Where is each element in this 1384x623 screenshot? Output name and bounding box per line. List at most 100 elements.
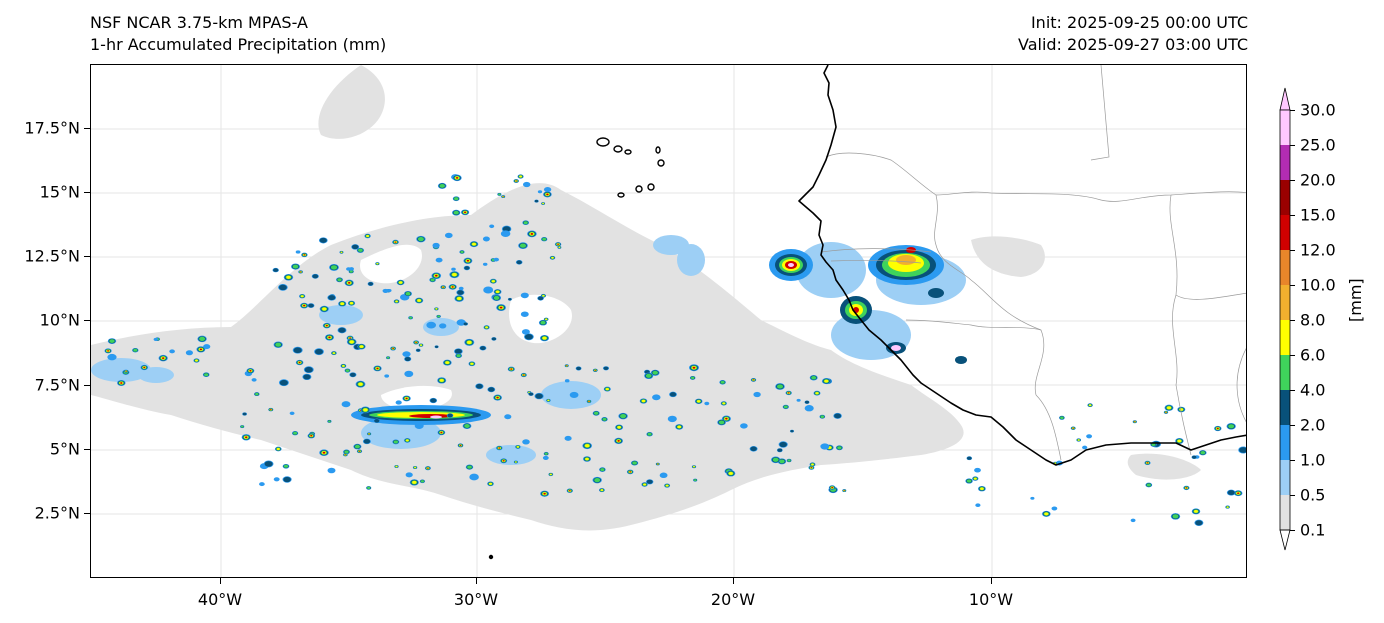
convective-cell — [652, 370, 658, 375]
lon-label-20w: 20°W — [710, 590, 756, 609]
precip-heavy-band — [351, 405, 491, 425]
convective-cell — [458, 286, 464, 291]
convective-cell — [498, 447, 501, 449]
convective-cell — [520, 311, 529, 317]
convective-cell — [564, 379, 570, 383]
convective-cell — [169, 349, 175, 354]
convective-cell — [273, 477, 280, 482]
convective-cell — [439, 183, 445, 188]
colorbar-segment — [1280, 285, 1290, 320]
convective-cell — [520, 292, 529, 299]
convective-cell — [498, 193, 501, 196]
convective-cell — [677, 425, 682, 429]
convective-cell — [790, 429, 794, 433]
colorbar-tick — [1290, 495, 1295, 496]
convective-cell — [593, 411, 599, 415]
convective-cell — [454, 197, 459, 201]
colorbar-tick — [1290, 460, 1295, 461]
convective-cell — [537, 190, 543, 194]
colorbar-segment — [1280, 425, 1290, 460]
colorbar-level-label: 30.0 — [1300, 100, 1336, 120]
convective-cell — [1228, 424, 1235, 429]
field-name: 1-hr Accumulated Precipitation (mm) — [90, 35, 387, 54]
convective-cell — [340, 302, 345, 306]
convective-cell — [576, 366, 582, 371]
convective-cell — [659, 472, 668, 479]
lat-label-2p5: 2.5°N — [34, 503, 80, 523]
convective-cell — [133, 348, 138, 352]
convective-cell — [543, 187, 552, 193]
convective-cell — [1200, 451, 1206, 455]
convective-cell — [1172, 514, 1179, 519]
convective-cell — [332, 352, 336, 354]
convective-cell — [354, 444, 360, 449]
title-left: NSF NCAR 3.75-km MPAS-A 1-hr Accumulated… — [90, 12, 386, 56]
convective-cell — [240, 425, 244, 428]
lon-tick-10w — [991, 578, 992, 584]
convective-cell — [973, 477, 977, 480]
init-time: Init: 2025-09-25 00:00 UTC — [1030, 13, 1248, 32]
convective-cell — [843, 490, 845, 491]
convective-cell — [395, 465, 398, 468]
convective-cell — [787, 459, 791, 462]
convective-cell — [483, 286, 494, 294]
colorbar-tick — [1290, 530, 1295, 531]
convective-cell — [439, 378, 444, 382]
convective-cell — [540, 320, 546, 325]
convective-cell — [426, 321, 437, 329]
convective-cell — [1227, 490, 1235, 496]
convective-cell — [1060, 416, 1064, 420]
colorbar-segment — [1280, 390, 1290, 425]
lat-tick-2p5 — [84, 513, 90, 514]
convective-cell — [292, 264, 299, 269]
colorbar-tick — [1290, 110, 1295, 111]
convective-cell — [456, 354, 461, 358]
convective-cell — [804, 405, 814, 412]
convective-cell — [542, 336, 547, 340]
convective-cell — [367, 486, 371, 490]
convective-cell — [519, 175, 523, 178]
convective-cell — [460, 250, 464, 254]
convective-cell — [384, 374, 390, 378]
convective-cell — [344, 454, 347, 456]
convective-cell — [430, 278, 435, 282]
cape-verde-islands — [488, 137, 665, 560]
convective-cell — [405, 397, 408, 400]
convective-cell — [374, 418, 380, 423]
convective-cell — [312, 274, 319, 279]
convective-cell — [293, 347, 302, 354]
convective-cell — [493, 295, 500, 300]
convective-cell — [528, 392, 534, 396]
convective-cell — [444, 232, 453, 239]
precip-scattered-cells — [104, 174, 1246, 526]
convective-cell — [276, 447, 280, 451]
convective-cell — [522, 181, 531, 188]
convective-cell — [584, 444, 590, 448]
convective-cell — [107, 350, 110, 352]
colorbar-level-label: 10.0 — [1300, 275, 1336, 295]
map-panel[interactable] — [90, 64, 1247, 578]
convective-cell — [451, 267, 456, 271]
convective-cell — [328, 295, 336, 301]
convective-cell — [439, 323, 447, 329]
convective-cell — [283, 464, 289, 468]
precip-light-area — [91, 65, 1201, 531]
convective-cell — [605, 387, 609, 391]
precip-map[interactable] — [91, 65, 1247, 578]
convective-cell — [298, 361, 301, 364]
convective-cell — [516, 446, 520, 448]
convective-cell — [437, 315, 441, 318]
convective-cell — [804, 400, 810, 404]
convective-cell — [405, 439, 409, 442]
convective-cell — [286, 275, 291, 279]
convective-cell — [667, 415, 677, 423]
convective-cell — [544, 452, 548, 455]
convective-cell — [482, 262, 488, 266]
colorbar-segment — [1280, 110, 1290, 145]
convective-cell — [1130, 518, 1136, 523]
convective-cell — [1237, 492, 1240, 495]
convective-cell — [728, 471, 733, 475]
convective-cell — [521, 329, 530, 335]
colorbar-tick — [1290, 355, 1295, 356]
convective-cell — [255, 392, 259, 396]
